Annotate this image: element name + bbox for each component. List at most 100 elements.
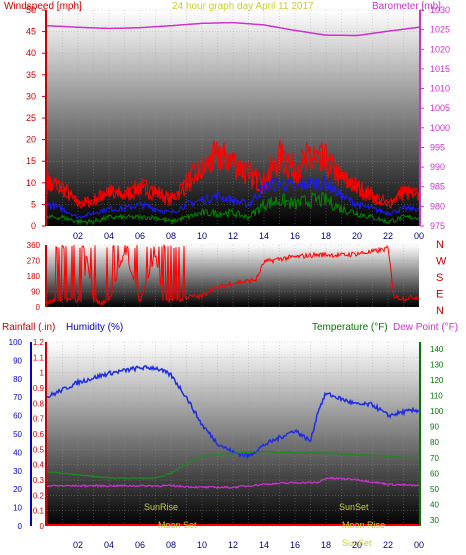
windspeed-tick-label: 50 — [26, 5, 36, 15]
barometer-tick-label: 985 — [430, 182, 445, 192]
humidity-tick-label: 80 — [13, 375, 22, 384]
direction-grid — [46, 244, 420, 308]
temperature-tick-label: 100 — [430, 407, 444, 416]
windspeed-tick-label: 20 — [26, 135, 36, 145]
humidity-tick-label: 100 — [9, 338, 23, 347]
barometer-tick-label: 990 — [430, 162, 445, 172]
wind-average-series — [46, 175, 420, 219]
humidity-tick-label: 40 — [13, 448, 22, 457]
compass-label: N — [436, 305, 444, 317]
x-tick-label: 16 — [290, 231, 300, 241]
direction-tick-label: 180 — [27, 272, 41, 281]
humidity-tick-label: 50 — [13, 430, 22, 439]
direction-tick-label: 90 — [31, 288, 40, 297]
temperature-tick-label: 50 — [430, 485, 439, 494]
x-tick-label: 10 — [197, 231, 207, 241]
sunset-bottom-label: SunSet — [342, 538, 372, 548]
barometer-series — [46, 21, 420, 37]
x-tick-label: 14 — [259, 231, 269, 241]
rainfall-tick-label: 1.2 — [33, 338, 45, 347]
rainfall-tick-label: 0.9 — [33, 384, 45, 393]
humidity-tick-label: 20 — [13, 485, 22, 494]
rainfall-tick-label: 0.4 — [33, 461, 45, 470]
climate-series — [46, 364, 420, 526]
compass-label: E — [436, 289, 443, 301]
humidity-tick-label: 70 — [13, 393, 22, 402]
temperature-tick-label: 90 — [430, 423, 439, 432]
x-tick-label: 08 — [166, 540, 176, 550]
direction-tick-label: 0 — [36, 303, 41, 312]
dewpoint-axis-label: Dew Point (°F) — [393, 322, 458, 333]
barometer-tick-label: 975 — [430, 221, 445, 231]
wind-low-series — [46, 190, 420, 226]
temperature-tick-label: 130 — [430, 360, 444, 369]
rainfall-tick-label: 0.6 — [33, 430, 45, 439]
wind-grid — [46, 9, 420, 227]
rainfall-tick-label: 0.1 — [33, 507, 45, 516]
x-tick-label: 06 — [135, 540, 145, 550]
direction-tick-label: 360 — [27, 241, 41, 250]
barometer-tick-label: 1000 — [430, 123, 450, 133]
humidity-tick-label: 60 — [13, 412, 22, 421]
x-tick-label: 10 — [197, 540, 207, 550]
temperature-tick-label: 110 — [430, 392, 443, 401]
barometer-tick-label: 1015 — [430, 64, 450, 74]
x-tick-label: 18 — [321, 231, 331, 241]
humidity-series — [46, 364, 420, 460]
windspeed-tick-label: 5 — [31, 199, 36, 209]
humidity-tick-label: 90 — [13, 356, 22, 365]
x-tick-label: 04 — [104, 540, 114, 550]
humidity-tick-label: 0 — [18, 522, 23, 531]
rainfall-tick-label: 0.3 — [33, 476, 45, 485]
dewpoint-series — [46, 476, 420, 490]
direction-tick-label: 270 — [27, 257, 41, 266]
temperature-series — [46, 450, 420, 480]
x-tick-label: 22 — [383, 540, 393, 550]
wind-axes: 0510152025303540455097598098599099510001… — [26, 5, 450, 241]
direction-series — [46, 243, 420, 307]
windspeed-tick-label: 35 — [26, 70, 36, 80]
barometer-tick-label: 1020 — [430, 44, 450, 54]
x-tick-label: 00 — [414, 231, 424, 241]
x-tick-label: 20 — [352, 231, 362, 241]
barometer-tick-label: 1010 — [430, 84, 450, 94]
compass-label: W — [436, 256, 447, 268]
x-tick-label: 12 — [228, 231, 238, 241]
windspeed-tick-label: 10 — [26, 178, 36, 188]
temperature-tick-label: 80 — [430, 438, 439, 447]
x-tick-label: 02 — [73, 540, 83, 550]
windspeed-tick-label: 15 — [26, 156, 36, 166]
rainfall-tick-label: 0.7 — [33, 415, 45, 424]
graph-title: 24 hour graph day April 11 2017 — [172, 1, 314, 12]
humidity-axis-label: Humidity (%) — [66, 322, 123, 333]
x-tick-label: 06 — [135, 231, 145, 241]
sunrise-label: SunRise — [144, 502, 178, 512]
temperature-tick-label: 70 — [430, 454, 439, 463]
x-tick-label: 20 — [352, 540, 362, 550]
rainfall-tick-label: 0 — [40, 522, 45, 531]
temperature-tick-label: 60 — [430, 469, 439, 478]
humidity-tick-label: 30 — [13, 467, 22, 476]
windspeed-tick-label: 25 — [26, 113, 36, 123]
rainfall-tick-label: 0.5 — [33, 445, 45, 454]
x-tick-label: 04 — [104, 231, 114, 241]
wind-gust-series — [46, 145, 420, 208]
wind-series — [46, 21, 420, 226]
windspeed-tick-label: 45 — [26, 27, 36, 37]
rainfall-tick-label: 0.2 — [33, 491, 45, 500]
humidity-tick-label: 10 — [13, 504, 22, 513]
temperature-tick-label: 40 — [430, 500, 439, 509]
moonset-label: Moon Set — [158, 520, 197, 530]
compass-label: N — [436, 239, 444, 251]
x-tick-label: 16 — [290, 540, 300, 550]
windspeed-axis-label: Windspeed [mph] — [4, 1, 82, 12]
moonrise-label: Moon Rise — [342, 520, 385, 530]
x-tick-label: 02 — [73, 231, 83, 241]
x-tick-label: 12 — [228, 540, 238, 550]
x-tick-label: 22 — [383, 231, 393, 241]
temperature-axis-label: Temperature (°F) — [312, 322, 388, 333]
x-tick-label: 08 — [166, 231, 176, 241]
rainfall-axis-label: Rainfall (.in) — [2, 322, 55, 333]
